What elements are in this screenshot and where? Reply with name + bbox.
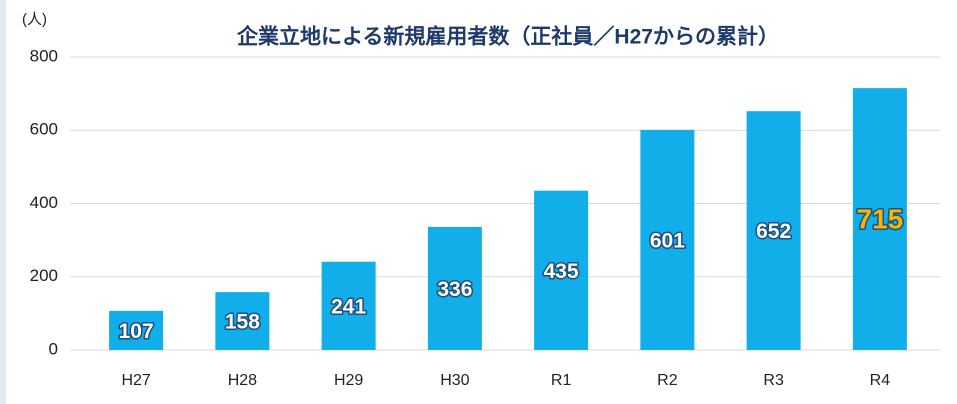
value-label: 715 xyxy=(857,203,904,234)
bar xyxy=(321,261,376,350)
y-axis-label: (人) xyxy=(22,11,47,28)
x-tick-label: R4 xyxy=(870,372,891,389)
x-tick-label: H28 xyxy=(228,372,257,389)
value-label: 601 xyxy=(650,229,685,252)
y-tick-label: 200 xyxy=(30,266,58,285)
bar xyxy=(534,190,589,350)
y-tick-label: 600 xyxy=(30,120,58,139)
y-tick-label: 400 xyxy=(30,193,58,212)
value-label: 241 xyxy=(331,295,366,318)
x-tick-label: H27 xyxy=(121,372,150,389)
value-label: 336 xyxy=(437,278,472,301)
value-label: 107 xyxy=(119,320,154,343)
bar xyxy=(640,129,695,350)
y-tick-label: 800 xyxy=(30,46,58,65)
bar xyxy=(109,310,164,350)
x-tick-label: H29 xyxy=(334,372,363,389)
value-label: 652 xyxy=(756,220,791,243)
y-tick-label: 0 xyxy=(49,339,58,358)
bar xyxy=(427,226,482,350)
x-tick-label: R2 xyxy=(657,372,678,389)
value-label: 435 xyxy=(544,260,579,283)
bar xyxy=(852,88,907,350)
bar xyxy=(746,111,801,350)
left-border xyxy=(0,0,6,404)
chart-title: 企業立地による新規雇用者数（正社員／H27からの累計） xyxy=(236,25,779,49)
x-tick-label: R1 xyxy=(551,372,572,389)
x-tick-label: R3 xyxy=(763,372,784,389)
x-tick-label: H30 xyxy=(440,372,469,389)
bar xyxy=(215,292,270,350)
value-label: 158 xyxy=(225,311,260,334)
